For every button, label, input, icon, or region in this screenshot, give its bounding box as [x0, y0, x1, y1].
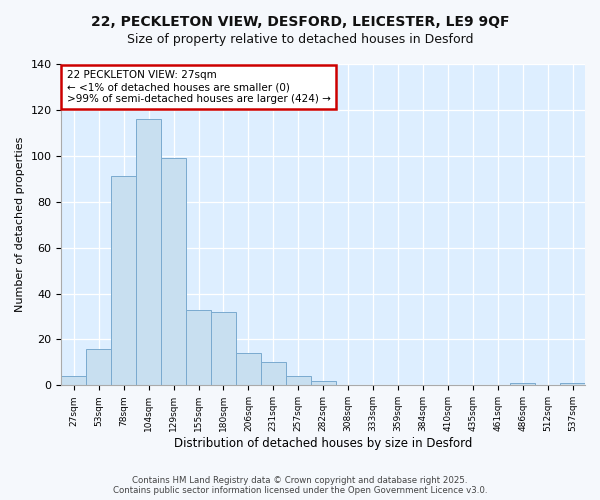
- Bar: [510, 383, 535, 386]
- Bar: [186, 310, 211, 386]
- Y-axis label: Number of detached properties: Number of detached properties: [15, 137, 25, 312]
- Text: Size of property relative to detached houses in Desford: Size of property relative to detached ho…: [127, 32, 473, 46]
- Bar: [86, 348, 111, 386]
- Bar: [311, 381, 335, 386]
- Bar: [560, 383, 585, 386]
- Text: 22, PECKLETON VIEW, DESFORD, LEICESTER, LE9 9QF: 22, PECKLETON VIEW, DESFORD, LEICESTER, …: [91, 15, 509, 29]
- Bar: [211, 312, 236, 386]
- Bar: [61, 376, 86, 386]
- Bar: [236, 353, 261, 386]
- Bar: [136, 119, 161, 386]
- Text: 22 PECKLETON VIEW: 27sqm
← <1% of detached houses are smaller (0)
>99% of semi-d: 22 PECKLETON VIEW: 27sqm ← <1% of detach…: [67, 70, 331, 104]
- Bar: [261, 362, 286, 386]
- Text: Contains HM Land Registry data © Crown copyright and database right 2025.
Contai: Contains HM Land Registry data © Crown c…: [113, 476, 487, 495]
- X-axis label: Distribution of detached houses by size in Desford: Distribution of detached houses by size …: [174, 437, 472, 450]
- Bar: [111, 176, 136, 386]
- Bar: [286, 376, 311, 386]
- Bar: [161, 158, 186, 386]
